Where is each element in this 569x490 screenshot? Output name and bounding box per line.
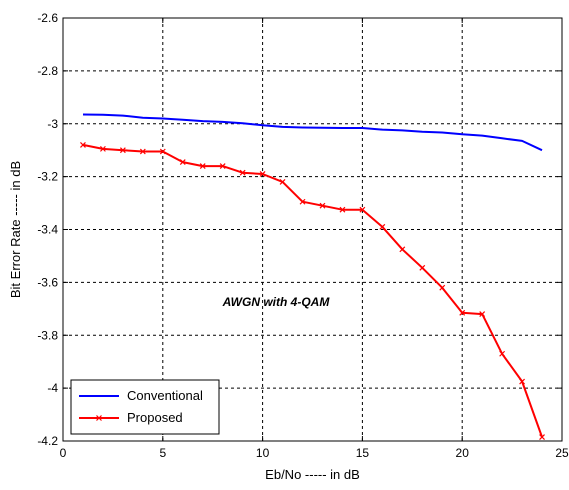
- point-marker-stroke: [439, 284, 446, 291]
- x-axis-label: Eb/No ----- in dB: [265, 467, 360, 482]
- point-marker-stroke: [459, 309, 466, 316]
- data-point-proposed: [539, 434, 545, 440]
- x-tick-label: 0: [60, 446, 67, 460]
- data-point-proposed: [419, 264, 426, 271]
- point-marker-stroke: [299, 198, 306, 205]
- series-line-proposed: [82, 143, 543, 438]
- data-point-proposed: [299, 198, 306, 205]
- x-tick-label: 10: [256, 446, 270, 460]
- x-tick-label: 5: [159, 446, 166, 460]
- point-marker-stroke: [359, 206, 366, 213]
- legend-label-conventional: Conventional: [127, 388, 203, 403]
- series-line-conventional: [82, 113, 543, 152]
- y-tick-label: -3.2: [37, 170, 58, 184]
- y-tick-label: -2.8: [37, 64, 58, 78]
- point-marker-stroke: [179, 159, 186, 166]
- point-marker-stroke: [399, 246, 406, 253]
- y-tick-label: -4.2: [37, 434, 58, 448]
- y-tick-label: -2.6: [37, 11, 58, 25]
- data-point-proposed: [519, 378, 526, 385]
- y-tick-label: -3.4: [37, 223, 58, 237]
- point-marker-stroke: [479, 311, 486, 318]
- point-marker-stroke: [239, 169, 246, 176]
- point-marker-stroke: [379, 223, 386, 230]
- x-tick-label: 25: [555, 446, 569, 460]
- annotations: AWGN with 4-QAM: [222, 295, 331, 309]
- data-point-proposed: [80, 141, 86, 148]
- point-marker-stroke: [99, 145, 106, 152]
- series-group: [80, 113, 545, 440]
- data-point-proposed: [259, 171, 266, 177]
- point-marker-stroke: [139, 148, 146, 155]
- point-marker-stroke: [159, 148, 166, 155]
- data-point-proposed: [99, 145, 106, 152]
- data-point-proposed: [279, 178, 286, 185]
- x-tick-label: 20: [456, 446, 470, 460]
- point-marker-stroke: [259, 171, 266, 177]
- point-marker-stroke: [339, 206, 346, 213]
- data-point-proposed: [379, 223, 386, 230]
- point-marker-stroke: [319, 202, 326, 209]
- data-point-proposed: [199, 163, 206, 169]
- data-point-proposed: [479, 311, 486, 318]
- data-point-proposed: [399, 246, 406, 253]
- data-point-proposed: [459, 309, 466, 316]
- y-tick-label: -3: [47, 117, 58, 131]
- data-point-proposed: [159, 148, 166, 155]
- legend-marker-stroke: [96, 415, 102, 421]
- point-marker-stroke: [199, 163, 206, 169]
- point-marker-stroke: [279, 178, 286, 185]
- point-marker-stroke: [539, 434, 545, 440]
- data-point-proposed: [339, 206, 346, 213]
- data-point-proposed: [219, 163, 226, 169]
- data-point-proposed: [139, 148, 146, 155]
- ticks: 0 5 10 15 20 25 -2.6 -2.8 -3 -3.2 -3.4 -3.6 -3.8 -4 -4…: [37, 11, 569, 460]
- grid: [63, 18, 562, 441]
- data-point-proposed: [319, 202, 326, 209]
- point-marker-stroke: [80, 141, 86, 148]
- point-marker-stroke: [219, 163, 226, 169]
- y-tick-label: -4: [47, 381, 58, 395]
- legend: Conventional Proposed: [70, 379, 220, 435]
- legend-label-proposed: Proposed: [127, 410, 183, 425]
- point-marker-stroke: [519, 378, 526, 385]
- point-marker-stroke: [419, 264, 426, 271]
- data-point-proposed: [359, 206, 366, 213]
- y-axis-label: Bit Error Rate ----- in dB: [8, 161, 23, 298]
- data-point-proposed: [439, 284, 446, 291]
- y-tick-label: -3.6: [37, 275, 58, 289]
- y-tick-label: -3.8: [37, 328, 58, 342]
- data-point-proposed: [499, 350, 506, 357]
- point-marker-stroke: [499, 350, 506, 357]
- chart-annotation: AWGN with 4-QAM: [222, 295, 331, 309]
- legend-box: [70, 379, 220, 435]
- x-tick-label: 15: [356, 446, 370, 460]
- data-point-proposed: [179, 159, 186, 166]
- data-point-proposed: [119, 147, 126, 154]
- data-point-proposed: [239, 169, 246, 176]
- point-marker-stroke: [119, 147, 126, 154]
